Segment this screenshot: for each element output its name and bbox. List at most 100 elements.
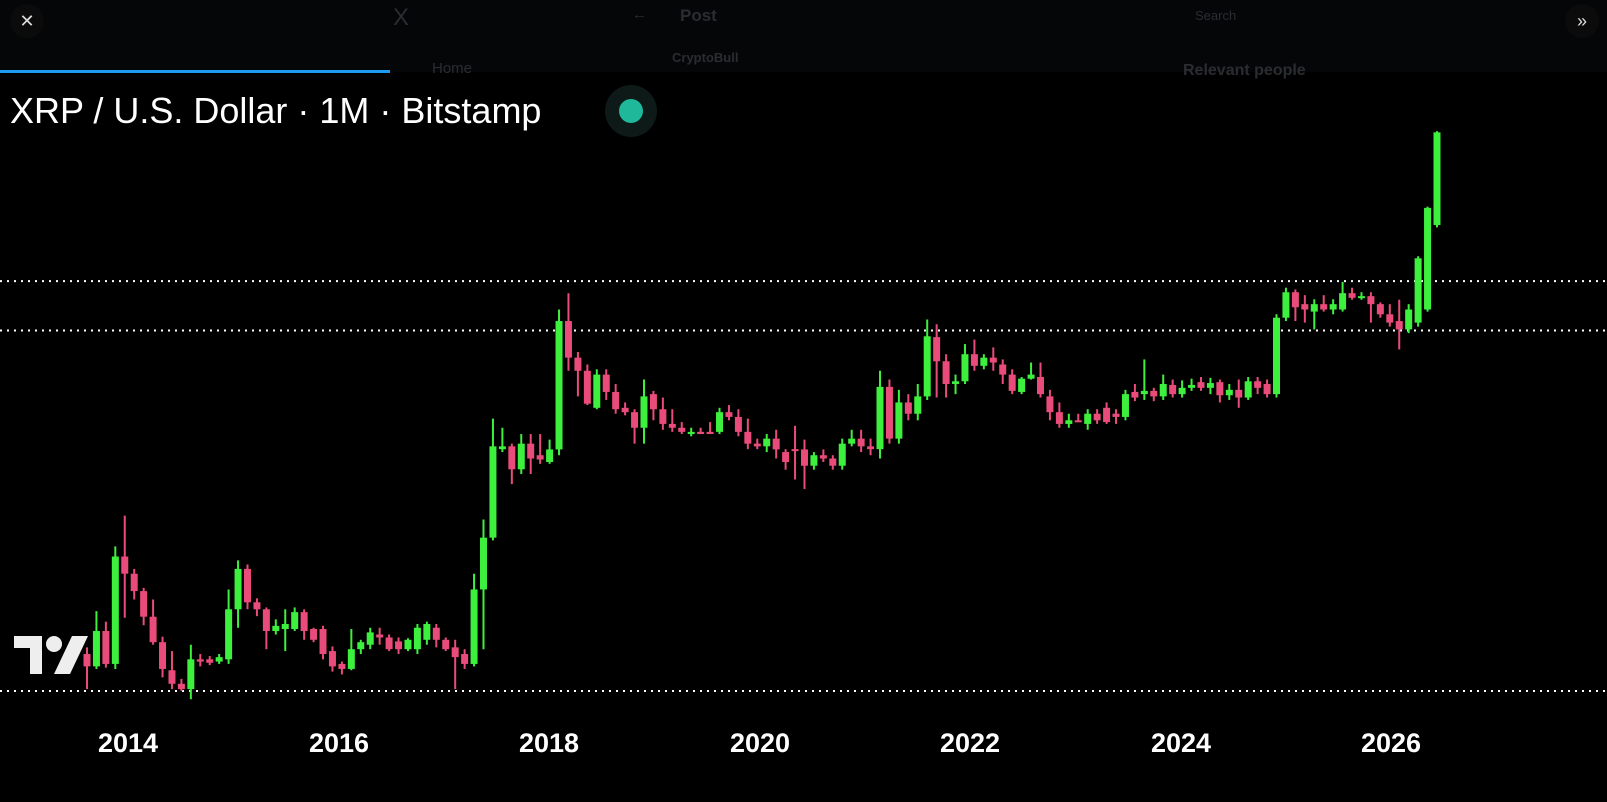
candle-up [838,443,846,466]
candle-up [187,659,195,690]
candle-down [83,654,91,667]
candle-down [697,431,705,435]
candle-down [527,443,535,459]
candle-down [1320,304,1328,310]
candle-down [536,455,544,460]
candle-down [395,641,403,650]
candle-up [640,396,648,428]
candle-up [1424,207,1432,310]
candle-up [1405,309,1413,330]
candle-down [574,357,582,371]
expand-button[interactable]: » [1565,4,1599,38]
candle-down [1046,396,1054,413]
candle-up [961,354,969,382]
candle-down [706,431,714,435]
candle-up [1414,258,1422,323]
x-logo: X [393,4,410,31]
candle-down [1036,377,1044,395]
candle-up [1273,317,1281,395]
candle-down [385,637,393,650]
candle-down [1055,412,1063,424]
candle-up [225,609,233,660]
candle-up [1159,383,1167,397]
candle-down [102,631,110,664]
x-tick-label: 2014 [97,728,159,758]
candle-up [1027,374,1035,379]
candle-down [508,446,516,470]
candle-down [725,412,733,417]
candle-up [952,381,960,384]
candle-up [404,639,412,650]
candle-up [357,642,365,650]
candle-up [1433,132,1441,226]
candle-down [989,357,997,363]
candle-down [933,337,941,362]
x-tick-label: 2026 [1360,728,1422,758]
candle-down [659,409,667,424]
candle-down [744,431,752,444]
candle-up [1188,384,1196,388]
candle-down [1008,374,1016,391]
candle-down [885,386,893,439]
x-tick-label: 2018 [518,728,580,758]
candle-up [914,396,922,414]
candle-down [1093,413,1101,421]
candle-down [1216,382,1224,396]
candle-up [1178,387,1186,395]
candle-down [1348,293,1356,298]
candle-up [517,443,525,470]
candle-down [130,573,138,592]
candle-up [111,556,119,664]
candle-down [121,556,129,574]
candle-down [612,391,620,410]
candle-up [1329,304,1337,310]
candle-down [772,438,780,450]
candle-down [1169,384,1177,395]
candle-down [791,449,799,452]
candle-up [1310,304,1318,312]
candle-down [168,670,176,684]
candle-down [1131,391,1139,398]
candle-up [498,446,506,450]
candle-down [1074,420,1082,423]
candle-up [215,657,223,662]
candle-down [602,374,610,392]
candle-down [1254,381,1262,388]
candle-down [782,452,790,462]
candle-down [300,612,308,632]
candle-up [92,631,100,667]
candle-up [810,455,818,466]
candle-down [1291,292,1299,308]
candle-up [413,627,421,650]
tradingview-logo [14,636,88,674]
candle-down [196,659,204,662]
candle-up [1225,389,1233,396]
candle-down [970,354,978,366]
candle-up [716,412,724,432]
candle-up [1140,390,1148,395]
candle-down [206,659,214,663]
double-chevron-right-icon: » [1576,11,1587,31]
candle-up [895,402,903,439]
candle-up [1282,292,1290,318]
back-arrow-icon: ← [632,6,647,23]
candle-down [668,423,676,428]
post-author: CryptoBull [672,50,739,65]
candle-down [819,455,827,459]
candle-down [432,627,440,640]
candle-down [159,642,167,669]
candle-down [904,402,912,414]
close-button[interactable]: ✕ [10,4,44,38]
candle-down [376,634,384,638]
candle-up [423,624,431,640]
candle-up [272,625,280,632]
candle-up [1018,378,1026,392]
nav-home: Home [432,60,473,77]
candle-down [1103,407,1111,423]
candle-up [546,449,554,462]
candle-up [687,431,695,435]
candle-up [1065,420,1073,424]
chart-title: XRP / U.S. Dollar · 1M · Bitstamp [10,90,542,131]
candle-down [583,370,591,404]
candle-down [451,647,459,658]
